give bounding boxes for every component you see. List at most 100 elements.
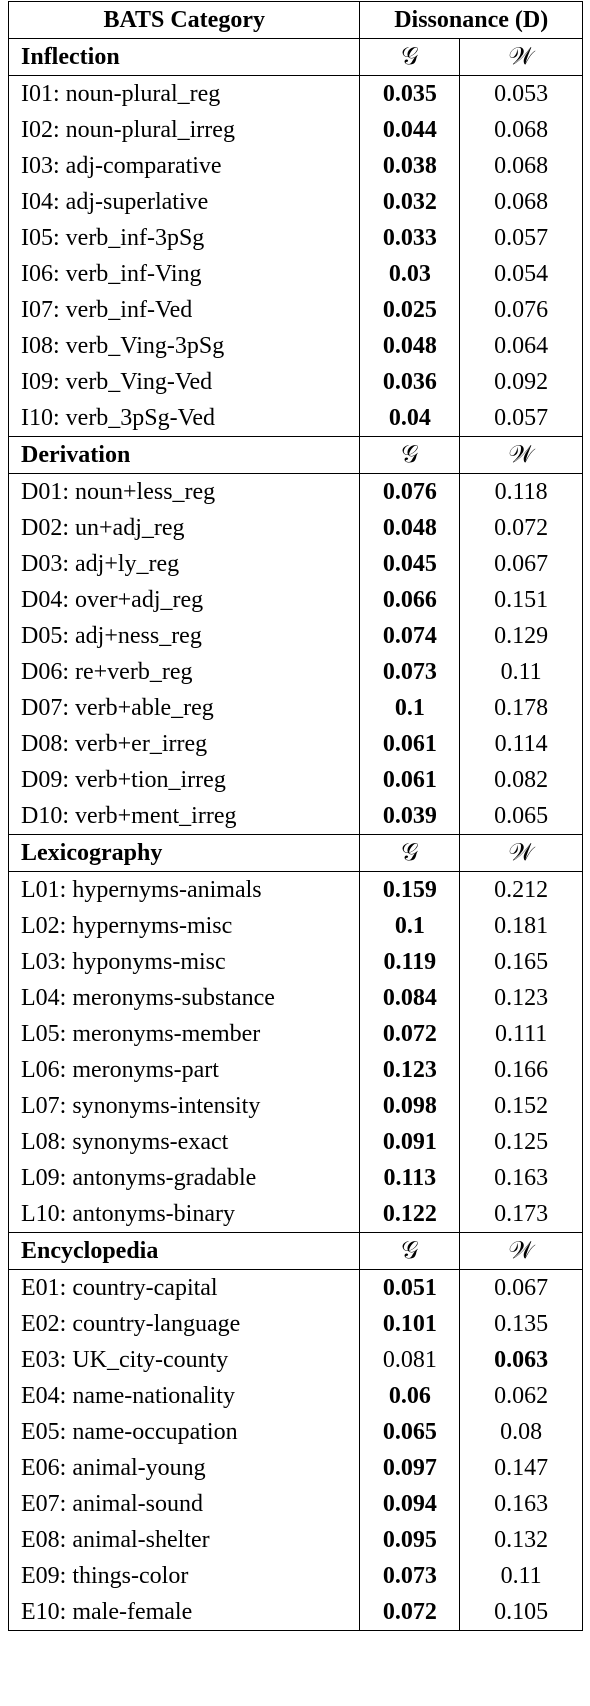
- w-value: 0.165: [459, 944, 583, 980]
- row-label: I09: verb_Ving-Ved: [7, 364, 361, 400]
- data-row: I03: adj-comparative 0.038 0.068: [7, 148, 583, 184]
- data-row: E09: things-color 0.073 0.11: [7, 1558, 583, 1594]
- data-row: L02: hypernyms-misc 0.1 0.181: [7, 908, 583, 944]
- data-row: I08: verb_Ving-3pSg 0.048 0.064: [7, 328, 583, 364]
- w-value: 0.065: [459, 798, 583, 835]
- w-value: 0.147: [459, 1450, 583, 1486]
- data-row: E07: animal-sound 0.094 0.163: [7, 1486, 583, 1522]
- w-value: 0.064: [459, 328, 583, 364]
- w-value: 0.068: [459, 112, 583, 148]
- w-value: 0.152: [459, 1088, 583, 1124]
- data-row: E08: animal-shelter 0.095 0.132: [7, 1522, 583, 1558]
- row-label: E10: male-female: [7, 1594, 361, 1631]
- header-dissonance: Dissonance (D): [359, 1, 583, 39]
- data-row: D08: verb+er_irreg 0.061 0.114: [7, 726, 583, 762]
- row-label: E04: name-nationality: [7, 1378, 361, 1414]
- g-value: 0.048: [359, 510, 461, 546]
- w-value: 0.114: [459, 726, 583, 762]
- w-value: 0.053: [459, 75, 583, 112]
- header-category: BATS Category: [7, 1, 361, 39]
- row-label: D07: verb+able_reg: [7, 690, 361, 726]
- data-row: I10: verb_3pSg-Ved 0.04 0.057: [7, 400, 583, 437]
- group-row: Lexicography 𝒢 𝒲: [7, 834, 583, 872]
- row-label: I07: verb_inf-Ved: [7, 292, 361, 328]
- data-row: I09: verb_Ving-Ved 0.036 0.092: [7, 364, 583, 400]
- row-label: E06: animal-young: [7, 1450, 361, 1486]
- w-value: 0.132: [459, 1522, 583, 1558]
- data-row: D04: over+adj_reg 0.066 0.151: [7, 582, 583, 618]
- row-label: L04: meronyms-substance: [7, 980, 361, 1016]
- g-value: 0.06: [359, 1378, 461, 1414]
- data-row: E02: country-language 0.101 0.135: [7, 1306, 583, 1342]
- data-row: L06: meronyms-part 0.123 0.166: [7, 1052, 583, 1088]
- data-row: I07: verb_inf-Ved 0.025 0.076: [7, 292, 583, 328]
- data-row: D01: noun+less_reg 0.076 0.118: [7, 473, 583, 510]
- w-label: 𝒲: [459, 38, 583, 76]
- bats-table: BATS Category Dissonance (D) Inflection 𝒢…: [7, 1, 583, 1631]
- g-value: 0.084: [359, 980, 461, 1016]
- data-row: L03: hyponyms-misc 0.119 0.165: [7, 944, 583, 980]
- g-value: 0.097: [359, 1450, 461, 1486]
- data-row: D03: adj+ly_reg 0.045 0.067: [7, 546, 583, 582]
- data-row: E05: name-occupation 0.065 0.08: [7, 1414, 583, 1450]
- g-value: 0.095: [359, 1522, 461, 1558]
- w-label: 𝒲: [459, 1232, 583, 1270]
- data-row: I06: verb_inf-Ving 0.03 0.054: [7, 256, 583, 292]
- row-label: I06: verb_inf-Ving: [7, 256, 361, 292]
- row-label: D05: adj+ness_reg: [7, 618, 361, 654]
- header-row: BATS Category Dissonance (D): [7, 1, 583, 39]
- w-value: 0.057: [459, 220, 583, 256]
- g-value: 0.039: [359, 798, 461, 835]
- data-row: I01: noun-plural_reg 0.035 0.053: [7, 75, 583, 112]
- row-label: L09: antonyms-gradable: [7, 1160, 361, 1196]
- group-row: Encyclopedia 𝒢 𝒲: [7, 1232, 583, 1270]
- g-value: 0.048: [359, 328, 461, 364]
- w-value: 0.135: [459, 1306, 583, 1342]
- g-value: 0.159: [359, 871, 461, 908]
- w-label: 𝒲: [459, 834, 583, 872]
- data-row: E03: UK_city-county 0.081 0.063: [7, 1342, 583, 1378]
- row-label: D02: un+adj_reg: [7, 510, 361, 546]
- g-value: 0.066: [359, 582, 461, 618]
- w-value: 0.163: [459, 1486, 583, 1522]
- data-row: D07: verb+able_reg 0.1 0.178: [7, 690, 583, 726]
- g-value: 0.03: [359, 256, 461, 292]
- row-label: I08: verb_Ving-3pSg: [7, 328, 361, 364]
- row-label: E02: country-language: [7, 1306, 361, 1342]
- row-label: D03: adj+ly_reg: [7, 546, 361, 582]
- g-value: 0.094: [359, 1486, 461, 1522]
- row-label: E03: UK_city-county: [7, 1342, 361, 1378]
- row-label: L10: antonyms-binary: [7, 1196, 361, 1233]
- g-value: 0.038: [359, 148, 461, 184]
- w-value: 0.067: [459, 546, 583, 582]
- data-row: D05: adj+ness_reg 0.074 0.129: [7, 618, 583, 654]
- row-label: L01: hypernyms-animals: [7, 871, 361, 908]
- g-value: 0.076: [359, 473, 461, 510]
- row-label: L05: meronyms-member: [7, 1016, 361, 1052]
- row-label: L02: hypernyms-misc: [7, 908, 361, 944]
- w-value: 0.125: [459, 1124, 583, 1160]
- w-value: 0.076: [459, 292, 583, 328]
- data-row: E04: name-nationality 0.06 0.062: [7, 1378, 583, 1414]
- g-value: 0.04: [359, 400, 461, 437]
- g-value: 0.045: [359, 546, 461, 582]
- g-label: 𝒢: [359, 1232, 461, 1270]
- w-value: 0.123: [459, 980, 583, 1016]
- row-label: L06: meronyms-part: [7, 1052, 361, 1088]
- row-label: E07: animal-sound: [7, 1486, 361, 1522]
- w-value: 0.212: [459, 871, 583, 908]
- data-row: I02: noun-plural_irreg 0.044 0.068: [7, 112, 583, 148]
- g-value: 0.073: [359, 1558, 461, 1594]
- g-value: 0.091: [359, 1124, 461, 1160]
- g-value: 0.073: [359, 654, 461, 690]
- w-value: 0.163: [459, 1160, 583, 1196]
- data-row: D06: re+verb_reg 0.073 0.11: [7, 654, 583, 690]
- row-label: I05: verb_inf-3pSg: [7, 220, 361, 256]
- g-value: 0.072: [359, 1016, 461, 1052]
- row-label: L07: synonyms-intensity: [7, 1088, 361, 1124]
- g-value: 0.098: [359, 1088, 461, 1124]
- g-value: 0.1: [359, 908, 461, 944]
- row-label: D10: verb+ment_irreg: [7, 798, 361, 835]
- row-label: D01: noun+less_reg: [7, 473, 361, 510]
